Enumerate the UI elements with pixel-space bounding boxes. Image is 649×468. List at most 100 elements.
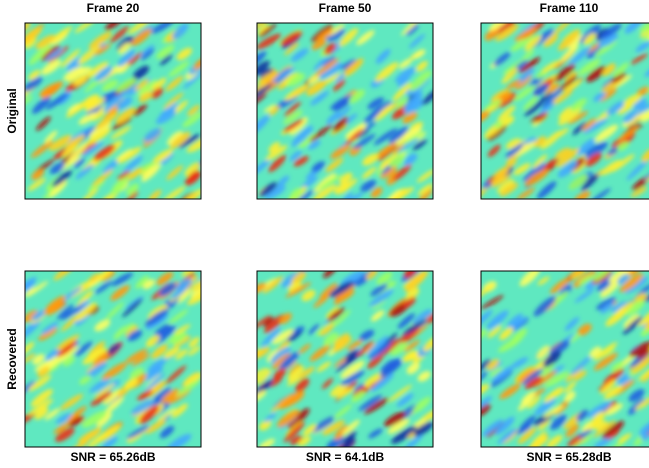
blob (416, 169, 433, 183)
blob (130, 28, 152, 46)
blob (289, 150, 302, 162)
blob (380, 359, 394, 372)
blob (403, 153, 418, 166)
blob (581, 420, 594, 433)
blob (537, 276, 550, 286)
blob (287, 365, 305, 382)
blob (160, 153, 174, 165)
blob (257, 159, 270, 176)
blob (497, 428, 517, 445)
blob (403, 297, 416, 309)
blob (74, 341, 93, 357)
blob (554, 290, 569, 305)
blob (94, 319, 111, 332)
blob (277, 175, 290, 187)
blob (557, 160, 578, 178)
blob (551, 386, 565, 397)
texture (25, 23, 201, 199)
blob (191, 279, 201, 292)
blob (41, 59, 62, 75)
blob (342, 419, 360, 436)
blob (578, 58, 601, 76)
blob (481, 309, 493, 330)
blob (403, 432, 425, 447)
blob (125, 348, 148, 364)
blob (401, 23, 422, 36)
blob (60, 393, 84, 411)
blob (307, 140, 321, 150)
blob (641, 368, 649, 383)
blob (326, 28, 345, 42)
blob (423, 336, 433, 352)
blob (580, 173, 599, 191)
blob (309, 124, 333, 142)
blob (170, 131, 191, 149)
blob (182, 111, 201, 128)
blob (481, 359, 491, 372)
blob (73, 74, 88, 86)
blob (622, 316, 643, 335)
blob (619, 273, 644, 293)
blob (550, 414, 567, 430)
blob (393, 164, 412, 181)
blob (396, 393, 414, 408)
blob (159, 53, 173, 66)
blob (80, 140, 97, 155)
blob (316, 361, 332, 372)
blob (325, 157, 344, 173)
blob (632, 354, 649, 374)
blob (623, 314, 641, 329)
blob (258, 23, 277, 38)
row-label: Recovered (5, 328, 19, 389)
blob (130, 399, 155, 415)
blob (494, 416, 515, 435)
blob (624, 276, 649, 294)
blob (616, 141, 630, 151)
blob (415, 60, 428, 72)
blob (487, 325, 502, 339)
blob (345, 350, 360, 363)
blob (555, 127, 569, 138)
blob (27, 178, 46, 191)
texture (25, 271, 201, 447)
blob (172, 23, 189, 40)
blob (488, 23, 510, 32)
blob (510, 357, 529, 369)
blob (597, 33, 619, 48)
blob (326, 436, 345, 447)
blob (554, 64, 576, 82)
blob (639, 108, 649, 122)
blob (630, 53, 648, 65)
blob (524, 376, 543, 390)
blob (257, 33, 282, 50)
blob (370, 283, 388, 297)
blob (409, 70, 432, 92)
blob (330, 94, 355, 110)
blob (594, 39, 618, 57)
blob (283, 110, 303, 125)
blob (32, 353, 45, 365)
blob (412, 396, 431, 414)
blob (94, 383, 116, 399)
blob (187, 170, 201, 184)
blob (365, 271, 378, 280)
snr-label: SNR = 65.26dB (70, 450, 155, 464)
blob (417, 188, 433, 199)
blob (617, 125, 640, 142)
blob (145, 372, 165, 392)
blob (628, 389, 645, 402)
blob (321, 378, 334, 390)
blob (109, 26, 130, 43)
blob (43, 295, 66, 315)
blob (556, 148, 580, 168)
blob (486, 359, 500, 371)
blob (126, 425, 150, 439)
blob (298, 343, 311, 354)
blob (417, 370, 431, 382)
blob (257, 83, 268, 97)
blob (166, 165, 184, 181)
blob (533, 296, 557, 317)
blob (257, 115, 270, 135)
blob (403, 92, 424, 112)
blob (181, 188, 201, 199)
